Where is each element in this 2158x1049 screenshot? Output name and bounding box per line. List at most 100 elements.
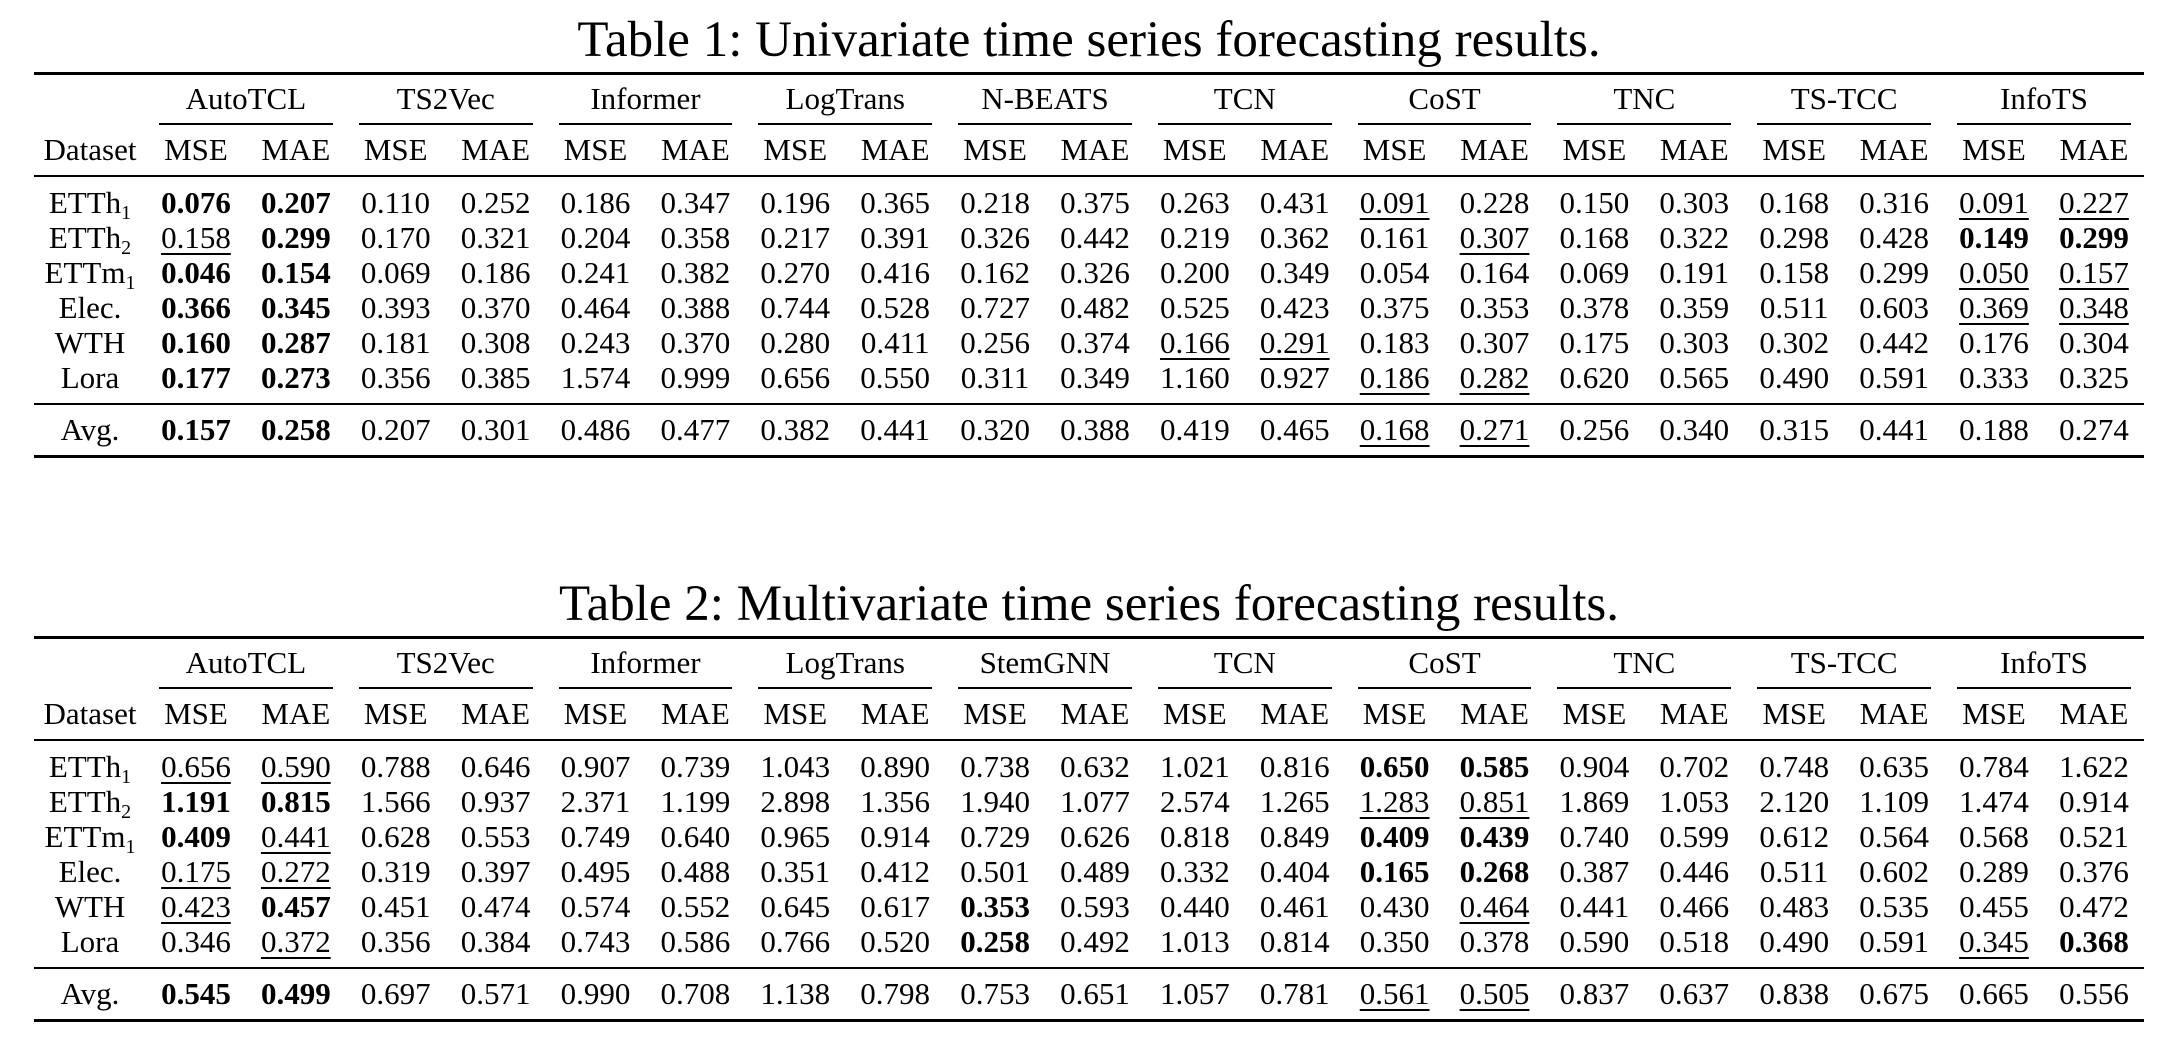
metric-value-cell: 0.965 bbox=[745, 819, 845, 854]
metric-value-cell: 2.574 bbox=[1145, 784, 1245, 819]
metric-value-cell: 0.366 bbox=[146, 290, 246, 325]
metric-value: 0.640 bbox=[660, 819, 731, 854]
metric-header: MAE bbox=[1045, 125, 1145, 177]
metric-value: 0.999 bbox=[660, 360, 731, 395]
method-header: AutoTCL bbox=[146, 74, 346, 125]
average-value-cell: 0.315 bbox=[1744, 403, 1845, 457]
metric-header: MSE bbox=[345, 689, 446, 741]
metric-value-cell: 0.280 bbox=[745, 325, 845, 360]
metric-value: 0.322 bbox=[1659, 220, 1730, 255]
table-row: WTH 0.423 0.457 0.451 0.474 0.574 0.552 0.645 0.… bbox=[34, 889, 2144, 924]
average-value: 0.340 bbox=[1659, 412, 1730, 447]
average-value: 0.168 bbox=[1359, 412, 1430, 447]
metric-value: 1.109 bbox=[1859, 784, 1929, 819]
metric-value-cell: 0.319 bbox=[346, 854, 446, 889]
metric-value-cell: 0.650 bbox=[1345, 740, 1445, 784]
metric-value: 0.818 bbox=[1159, 819, 1230, 854]
metric-value: 0.525 bbox=[1159, 290, 1230, 325]
metric-value-cell: 0.388 bbox=[645, 290, 745, 325]
table-2-multivariate-results: AutoTCL TS2Vec Informer LogTrans StemGNN TCN C… bbox=[34, 636, 2144, 1022]
metric-value: 0.158 bbox=[161, 220, 231, 255]
metric-value-cell: 0.815 bbox=[246, 784, 346, 819]
average-value: 0.675 bbox=[1859, 976, 1929, 1011]
metric-value: 0.387 bbox=[1559, 854, 1630, 889]
metric-value: 0.183 bbox=[1359, 325, 1430, 360]
average-value: 0.798 bbox=[860, 976, 931, 1011]
metric-value-cell: 0.702 bbox=[1644, 740, 1744, 784]
table-row: ETTh1 0.076 0.207 0.110 0.252 0.186 0.347 0.196… bbox=[34, 176, 2144, 223]
dataset-name: Lora bbox=[34, 360, 146, 404]
average-value-cell: 0.271 bbox=[1444, 403, 1545, 457]
metric-value-cell: 0.620 bbox=[1544, 360, 1644, 404]
metric-value-cell: 0.397 bbox=[446, 854, 546, 889]
metric-header: MSE bbox=[1944, 125, 2044, 177]
metric-value-cell: 0.656 bbox=[146, 740, 246, 784]
metric-value: 0.270 bbox=[760, 255, 831, 290]
metric-value-cell: 0.495 bbox=[546, 854, 646, 889]
metric-value-cell: 0.585 bbox=[1445, 740, 1545, 784]
average-value: 0.301 bbox=[460, 412, 531, 447]
metric-value: 0.464 bbox=[1459, 889, 1530, 924]
metric-header: MAE bbox=[445, 689, 546, 741]
metric-value: 0.280 bbox=[760, 325, 831, 360]
metric-value-cell: 0.046 bbox=[146, 255, 246, 290]
metric-value: 2.371 bbox=[560, 784, 631, 819]
metric-value-cell: 0.299 bbox=[2044, 220, 2144, 255]
metric-value-cell: 0.228 bbox=[1445, 176, 1545, 220]
method-header: TS2Vec bbox=[346, 638, 546, 689]
metric-value: 0.299 bbox=[260, 220, 331, 255]
metric-header: MSE bbox=[146, 125, 246, 177]
metric-value: 0.168 bbox=[1559, 220, 1630, 255]
metric-value-cell: 0.091 bbox=[1345, 176, 1445, 220]
dataset-name: ETTh2 bbox=[34, 220, 146, 258]
metric-value: 0.298 bbox=[1759, 220, 1830, 255]
metric-value-cell: 0.204 bbox=[546, 220, 646, 255]
average-value: 0.753 bbox=[960, 976, 1030, 1011]
metric-value: 1.013 bbox=[1159, 924, 1230, 959]
metric-value: 0.568 bbox=[1959, 819, 2029, 854]
metric-value-cell: 0.365 bbox=[845, 176, 945, 220]
metric-value-cell: 0.299 bbox=[246, 220, 346, 255]
dataset-header: Dataset bbox=[34, 125, 146, 177]
metric-value: 0.412 bbox=[860, 854, 931, 889]
metric-value: 0.849 bbox=[1259, 819, 1330, 854]
metric-value-cell: 0.455 bbox=[1944, 889, 2044, 924]
metric-value: 0.158 bbox=[1759, 255, 1830, 290]
method-name: TS2Vec bbox=[358, 645, 533, 689]
metric-value-cell: 0.164 bbox=[1445, 255, 1545, 290]
dataset-label: ETTh bbox=[48, 185, 122, 220]
metric-header: MSE bbox=[745, 689, 846, 741]
metric-value-cell: 0.640 bbox=[645, 819, 745, 854]
average-value: 0.505 bbox=[1459, 976, 1530, 1011]
metric-value-cell: 0.374 bbox=[1045, 325, 1145, 360]
metric-value-cell: 0.154 bbox=[246, 255, 346, 290]
average-value-cell: 0.571 bbox=[445, 967, 546, 1021]
metric-value: 0.154 bbox=[260, 255, 331, 290]
average-value: 0.441 bbox=[860, 412, 931, 447]
table-row: ETTh2 0.158 0.299 0.170 0.321 0.204 0.358 0.217… bbox=[34, 220, 2144, 258]
metric-value-cell: 0.635 bbox=[1844, 740, 1944, 784]
metric-header: MSE bbox=[1144, 125, 1245, 177]
metric-value-cell: 0.162 bbox=[945, 255, 1045, 290]
metric-value: 0.319 bbox=[360, 854, 431, 889]
metric-header-row: Dataset MSE MAE MSE MAE MSE MAE MSE MAE MSE MAE MSE… bbox=[34, 125, 2144, 177]
metric-value: 0.635 bbox=[1859, 749, 1929, 784]
dataset-name: ETTm1 bbox=[34, 819, 146, 857]
metric-value-cell: 0.599 bbox=[1644, 819, 1744, 854]
metric-value: 0.186 bbox=[460, 255, 531, 290]
metric-value: 0.603 bbox=[1859, 290, 1929, 325]
average-value-cell: 0.477 bbox=[645, 403, 746, 457]
metric-value-cell: 0.409 bbox=[146, 819, 246, 854]
metric-value: 0.345 bbox=[1959, 924, 2029, 959]
dataset-label: ETTm bbox=[44, 255, 126, 290]
method-name: TS-TCC bbox=[1757, 645, 1932, 689]
metric-value: 0.439 bbox=[1459, 819, 1530, 854]
metric-value-cell: 0.603 bbox=[1844, 290, 1944, 325]
metric-header: MSE bbox=[745, 125, 846, 177]
average-value: 0.838 bbox=[1759, 976, 1830, 1011]
metric-value: 0.451 bbox=[360, 889, 431, 924]
metric-value: 0.186 bbox=[560, 185, 631, 220]
dataset-label: WTH bbox=[54, 325, 126, 360]
method-header: InfoTS bbox=[1944, 74, 2144, 125]
metric-value-cell: 0.270 bbox=[745, 255, 845, 290]
